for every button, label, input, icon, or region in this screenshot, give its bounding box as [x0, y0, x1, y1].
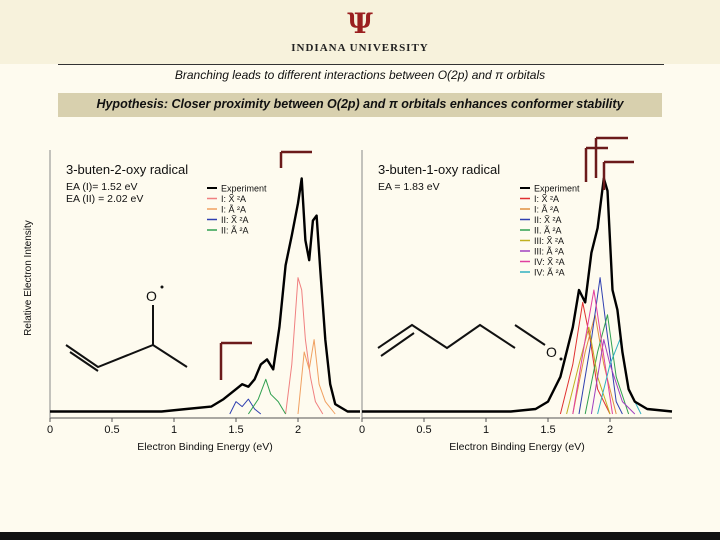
legend-label: II: X̃ ²A — [534, 215, 562, 225]
x-tick-label: 1 — [483, 424, 489, 436]
legend-label: IV: X̃ ²A — [534, 257, 565, 267]
peak-bracket — [594, 136, 628, 178]
series-line — [578, 277, 623, 415]
legend-label: Experiment — [534, 184, 580, 194]
ea-annotation: EA (II) = 2.02 eV — [66, 193, 143, 205]
legend-label: II: X̃ ²A — [221, 215, 249, 225]
series-line — [559, 301, 611, 415]
y-axis-label: Relative Electron Intensity — [23, 220, 34, 336]
legend-label: II. Ã ²A — [534, 226, 562, 236]
peak-bracket — [584, 146, 608, 182]
series-line — [285, 277, 324, 415]
legend-label: III: Ã ²A — [534, 247, 564, 257]
series-line — [229, 398, 262, 415]
university-name: INDIANA UNIVERSITY — [291, 42, 429, 54]
legend-label: IV: Ã ²A — [534, 268, 565, 278]
series-line — [584, 314, 630, 415]
header-band — [0, 0, 720, 64]
series-line — [247, 378, 287, 415]
x-tick-label: 1.5 — [540, 424, 555, 436]
x-tick-label: 0.5 — [104, 424, 119, 436]
carbon-chain — [377, 323, 516, 350]
header-divider — [58, 64, 664, 65]
legend-label: I: Ã ²A — [534, 205, 559, 215]
x-tick-label: 2 — [295, 424, 301, 436]
series-line — [362, 177, 673, 413]
legend-label: I: X̃ ²A — [534, 194, 559, 204]
peak-bracket — [219, 341, 252, 380]
x-tick-label: 0.5 — [416, 424, 431, 436]
series-line — [297, 339, 336, 415]
legend-label: I: X̃ ²A — [221, 194, 246, 204]
legend-label: I: Ã ²A — [221, 205, 246, 215]
series-line — [566, 326, 611, 415]
peak-bracket — [602, 160, 634, 190]
panel-title: 3-buten-1-oxy radical — [378, 162, 500, 177]
legend-label: III: X̃ ²A — [534, 236, 564, 246]
series-line — [50, 177, 360, 413]
ea-annotation: EA = 1.83 eV — [378, 181, 440, 193]
chart-panel-2: 0 0.5 1 1.5 2 3-buten-1-oxy radical EA = 1.83 … — [359, 136, 673, 453]
chart-panel-1: 0 0.5 1 1.5 2 3-buten-2-oxy radical EA (I)= 1.… — [47, 150, 360, 453]
carbon-chain — [65, 343, 188, 369]
radical-dot — [559, 357, 563, 361]
ea-annotation: EA (I)= 1.52 eV — [66, 181, 138, 193]
series-line — [572, 289, 613, 415]
oxygen-label: O — [546, 344, 557, 360]
peak-bracket — [279, 150, 312, 168]
double-bond — [69, 351, 99, 372]
radical-dot — [160, 285, 164, 289]
legend-label: II: Ã ²A — [221, 226, 249, 236]
hypothesis-text: Hypothesis: Closer proximity between O(2… — [96, 97, 624, 111]
x-tick-label: 0 — [47, 424, 53, 436]
slide-subtitle: Branching leads to different interaction… — [174, 68, 546, 82]
x-axis-label: Electron Binding Energy (eV) — [449, 441, 584, 453]
x-tick-label: 1.5 — [228, 424, 243, 436]
oxygen-bond — [514, 324, 546, 346]
x-tick-label: 2 — [607, 424, 613, 436]
bottom-bar — [0, 532, 720, 540]
oxygen-label: O — [146, 288, 157, 304]
panel-title: 3-buten-2-oxy radical — [66, 162, 188, 177]
x-tick-label: 0 — [359, 424, 365, 436]
legend-label: Experiment — [221, 184, 267, 194]
molecule-structure: O — [377, 323, 563, 361]
university-logo: Ψ — [347, 7, 373, 40]
molecule-structure: O — [65, 285, 188, 372]
double-bond — [380, 332, 415, 357]
x-axis-label: Electron Binding Energy (eV) — [137, 441, 272, 453]
hypothesis-box — [58, 93, 662, 117]
x-tick-label: 1 — [171, 424, 177, 436]
